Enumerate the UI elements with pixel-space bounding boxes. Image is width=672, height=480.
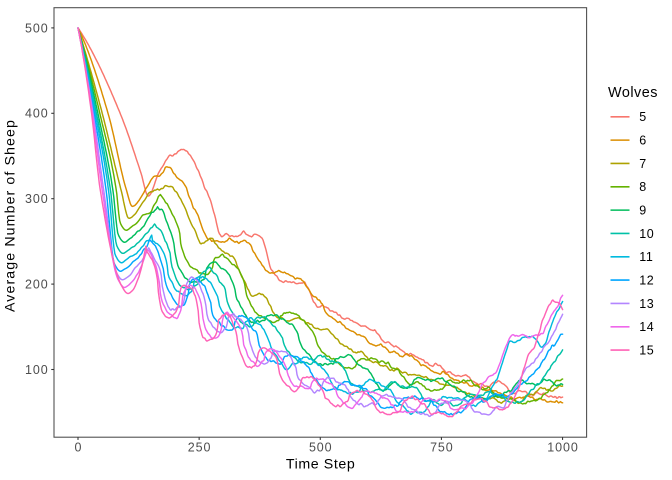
svg-text:Time Step: Time Step (286, 456, 356, 472)
svg-text:1000: 1000 (547, 441, 578, 455)
svg-text:7: 7 (639, 157, 646, 171)
svg-text:15: 15 (639, 343, 654, 357)
svg-text:10: 10 (639, 227, 654, 241)
svg-text:6: 6 (639, 133, 646, 147)
svg-text:300: 300 (25, 192, 49, 206)
svg-text:11: 11 (639, 250, 653, 264)
svg-text:9: 9 (639, 203, 646, 217)
svg-text:Wolves: Wolves (608, 85, 658, 101)
svg-text:8: 8 (639, 180, 646, 194)
svg-text:5: 5 (639, 110, 646, 124)
svg-text:13: 13 (639, 297, 654, 311)
svg-text:500: 500 (25, 21, 49, 35)
svg-text:200: 200 (25, 277, 49, 291)
svg-text:14: 14 (639, 320, 654, 334)
svg-text:250: 250 (188, 441, 212, 455)
svg-text:Average Number of Sheep: Average Number of Sheep (3, 119, 19, 312)
svg-text:0: 0 (75, 441, 83, 455)
svg-text:100: 100 (25, 363, 49, 377)
svg-text:12: 12 (639, 273, 654, 287)
svg-text:500: 500 (309, 441, 333, 455)
svg-text:750: 750 (430, 441, 454, 455)
svg-text:400: 400 (25, 107, 49, 121)
